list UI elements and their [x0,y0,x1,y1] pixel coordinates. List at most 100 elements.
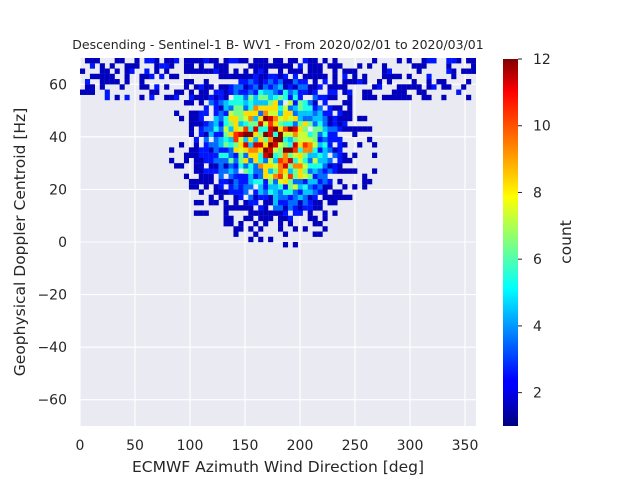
heatmap-cell [273,163,279,169]
x-axis-label: ECMWF Azimuth Wind Direction [deg] [132,458,424,476]
heatmap-cell [263,199,269,206]
heatmap-cell [287,163,293,169]
heatmap-cell [203,68,209,74]
heatmap-cell [218,184,224,190]
heatmap-cell [342,79,348,85]
heatmap-cell [238,105,244,111]
heatmap-cell [292,84,298,90]
heatmap-cell [287,115,293,122]
heatmap-cell [213,94,219,101]
heatmap-cell [238,226,244,232]
heatmap-cell [312,147,318,153]
heatmap-cell [297,173,303,180]
heatmap-cell [218,147,224,153]
heatmap-cell [312,121,318,127]
heatmap-cell [218,142,224,148]
heatmap-cell [292,89,298,95]
colorbar-label: count [557,220,575,264]
heatmap-cell [302,163,308,169]
heatmap-cell [446,68,452,74]
heatmap-cell [258,136,264,143]
heatmap-cell [223,157,229,164]
heatmap-cell [287,110,293,116]
heatmap-cell [312,84,318,90]
heatmap-cell [124,73,130,80]
heatmap-cell [223,220,229,227]
heatmap-cell [302,178,308,185]
heatmap-cell [297,110,303,116]
heatmap-cell [258,236,264,243]
heatmap-cell [273,89,279,95]
heatmap-cell [282,142,289,148]
heatmap-cell [312,163,318,169]
heatmap-cell [337,63,343,69]
heatmap-cell [282,194,289,201]
heatmap-cell [282,115,289,122]
heatmap-cell [367,89,373,95]
heatmap-cell [193,84,199,90]
heatmap-cell [218,100,224,106]
heatmap-cell [292,100,298,106]
heatmap-cell [149,73,155,80]
heatmap-cell [347,168,353,174]
heatmap-cell [248,73,254,80]
heatmap-cell [342,115,348,122]
heatmap-cell [322,110,328,116]
heatmap-cell [268,73,274,80]
heatmap-cell [268,84,274,90]
heatmap-cell [278,73,284,80]
heatmap-cell [84,79,91,85]
heatmap-cell [317,63,323,69]
heatmap-cell [273,94,279,101]
heatmap-cell [263,163,269,169]
heatmap-cell [258,115,264,122]
y-axis-label: Geophysical Doppler Centroid [Hz] [11,108,29,376]
heatmap-cell [193,152,199,159]
heatmap-cell [104,73,110,80]
heatmap-cell [292,73,298,80]
heatmap-cell [218,105,224,111]
heatmap-cell [263,63,269,69]
heatmap-cell [451,58,457,64]
heatmap-cell [188,126,194,132]
heatmap-cell [292,210,298,216]
heatmap-cell [248,157,254,164]
heatmap-cell [253,173,259,180]
heatmap-cell [406,58,412,64]
heatmap-cell [431,58,437,64]
heatmap-cell [198,189,204,195]
heatmap-cell [183,173,190,180]
heatmap-cell [342,184,348,190]
heatmap-cell [297,178,303,185]
heatmap-cell [218,110,224,116]
heatmap-cell [253,231,259,237]
heatmap-cell [243,94,249,101]
heatmap-cell [203,131,209,138]
heatmap-cell [312,220,318,227]
heatmap-cell [228,152,234,159]
heatmap-cell [352,168,358,174]
heatmap-cell [213,100,219,106]
heatmap-cell [243,173,249,180]
heatmap-cell [94,58,100,64]
heatmap-cell [198,94,204,101]
heatmap-cell [312,173,318,180]
heatmap-cell [248,136,254,143]
heatmap-cell [203,142,209,148]
heatmap-cell [332,168,338,174]
heatmap-cell [183,100,190,106]
heatmap-cell [287,152,293,159]
heatmap-cell [471,63,476,69]
heatmap-cell [317,231,323,237]
heatmap-cell [401,84,407,90]
heatmap-cell [223,94,229,101]
heatmap-cell [203,168,209,174]
heatmap-cell [258,157,264,164]
heatmap-cell [327,136,333,143]
heatmap-cell [248,110,254,116]
heatmap-cell [263,210,269,216]
heatmap-cell [347,94,353,101]
heatmap-cell [287,68,293,74]
heatmap-cell [307,205,313,211]
heatmap-cell [198,173,204,180]
